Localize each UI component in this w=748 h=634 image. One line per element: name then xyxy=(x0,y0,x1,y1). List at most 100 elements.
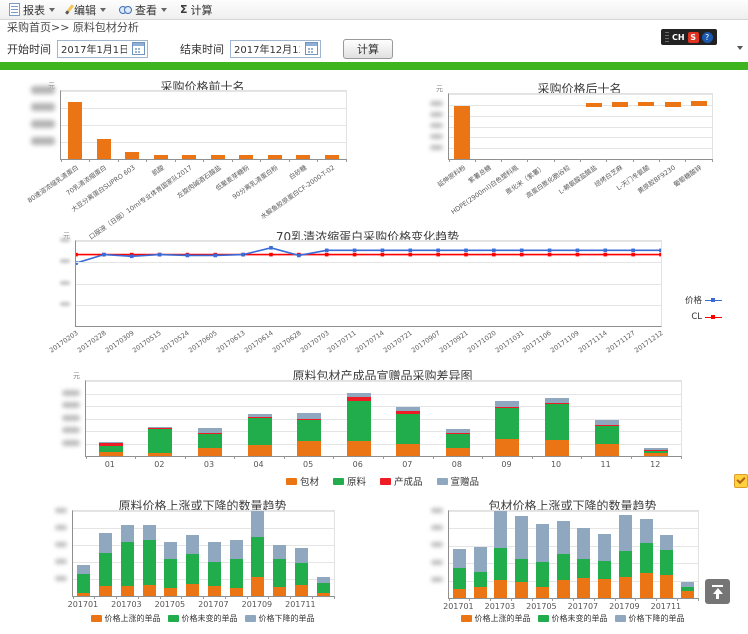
x-axis-tick xyxy=(137,596,139,599)
x-axis-label: 201705 xyxy=(154,600,186,609)
bar-segment xyxy=(120,524,134,542)
bar-segment xyxy=(618,577,632,598)
x-axis-tick xyxy=(345,159,347,162)
calendar-icon[interactable] xyxy=(305,42,318,55)
legend-item: 价格上涨的单品 xyxy=(90,613,161,624)
bar-segment xyxy=(207,562,221,586)
bar-segment xyxy=(494,547,508,580)
legend-swatch xyxy=(537,615,549,622)
redacted-tick-label xyxy=(430,133,443,139)
drag-grip-icon[interactable] xyxy=(665,32,669,42)
x-axis-tick xyxy=(333,596,335,599)
ime-help-icon[interactable]: ? xyxy=(701,31,713,43)
calendar-icon[interactable] xyxy=(132,42,145,55)
bar-segment xyxy=(495,401,520,408)
legend-swatch xyxy=(167,615,179,622)
start-date-input[interactable] xyxy=(57,39,148,58)
bar-segment xyxy=(316,583,330,594)
legend-item: 包材 xyxy=(285,474,319,488)
bar-segment xyxy=(99,585,113,596)
end-date-value[interactable] xyxy=(234,43,300,54)
redacted-tick-label xyxy=(430,101,443,107)
calculate-menu[interactable]: Σ 计算 xyxy=(175,0,221,19)
ime-caret-icon[interactable] xyxy=(737,46,743,50)
x-axis-tick xyxy=(224,596,226,599)
gridline xyxy=(449,104,712,106)
plot-area xyxy=(60,90,347,162)
bar-segment xyxy=(197,433,222,434)
gridline xyxy=(76,304,661,306)
bar-segment xyxy=(396,406,421,411)
bar-segment xyxy=(294,548,308,563)
x-axis-tick xyxy=(469,598,471,601)
annotation-check-icon[interactable] xyxy=(734,474,748,488)
redacted-tick-label xyxy=(60,259,70,264)
x-axis-label: 201701 xyxy=(67,600,99,609)
bar-segment xyxy=(247,417,272,418)
x-axis-label: 06 xyxy=(352,460,363,469)
bar-segment xyxy=(186,584,200,596)
x-axis-tick xyxy=(531,598,533,601)
bar-segment xyxy=(273,586,287,596)
x-axis-tick xyxy=(159,596,161,599)
bar-segment xyxy=(197,427,222,434)
chart-legend: 包材 原料 产成品 宣赠品 xyxy=(85,474,680,488)
bar-segment xyxy=(99,552,113,586)
x-axis-label: 08 xyxy=(451,460,462,469)
bar-segment xyxy=(120,585,134,596)
bar-segment xyxy=(495,408,520,440)
x-axis-label: 201707 xyxy=(198,600,229,609)
legend-item: 价格下降的单品 xyxy=(614,613,685,624)
ime-language-indicator[interactable]: CH xyxy=(672,32,685,42)
x-axis-label: 01 xyxy=(104,460,115,469)
bar xyxy=(690,101,707,107)
bar-segment xyxy=(251,536,265,578)
x-axis-tick xyxy=(632,159,634,162)
redacted-tick-label xyxy=(62,439,80,446)
report-menu[interactable]: 报表 xyxy=(4,0,63,19)
bar-segment xyxy=(77,564,91,574)
bar-segment xyxy=(639,518,653,544)
divider-bar xyxy=(0,62,748,70)
gridline xyxy=(449,511,698,512)
x-axis-tick xyxy=(72,596,74,599)
calculate-menu-label: 计算 xyxy=(190,3,213,17)
x-axis-label: 11 xyxy=(600,460,611,469)
gridline xyxy=(449,580,698,582)
bar-segment xyxy=(229,539,243,559)
redacted-tick-label xyxy=(431,577,443,583)
x-axis-tick xyxy=(333,456,335,459)
start-date-value[interactable] xyxy=(61,43,127,54)
binoculars-icon xyxy=(119,5,132,14)
ime-sogou-icon[interactable]: S xyxy=(687,31,699,43)
axis-unit-label: 元 xyxy=(73,372,80,380)
chart-purchase-diff: 原料包材产成品宣赠品采购差异图 元 01 02 03 04 05 06 07 08 09 10 11 1… xyxy=(60,362,700,496)
bar xyxy=(454,106,471,159)
x-axis-tick xyxy=(680,456,682,459)
legend-item: 宣赠品 xyxy=(436,474,479,488)
calculate-button[interactable]: 计算 xyxy=(343,38,393,59)
end-date-input[interactable] xyxy=(230,39,321,58)
redacted-tick-label xyxy=(60,301,70,306)
redacted-tick-label xyxy=(55,507,67,513)
edit-menu[interactable]: 编辑 xyxy=(63,0,114,19)
bar-segment xyxy=(445,433,470,448)
x-axis-label: 201705 xyxy=(526,602,557,611)
bar-segment xyxy=(594,444,619,456)
bar-segment xyxy=(577,578,591,598)
x-axis-label: 201711 xyxy=(285,600,316,609)
bar-segment xyxy=(644,450,669,454)
bar-segment xyxy=(594,426,619,445)
view-menu[interactable]: 查看 xyxy=(114,0,175,19)
bar-segment xyxy=(229,558,243,589)
x-axis-tick xyxy=(174,159,176,162)
back-to-top-button[interactable] xyxy=(705,579,730,604)
ime-toolbar[interactable]: CH S ? xyxy=(661,29,717,45)
legend-swatch xyxy=(244,615,256,622)
x-axis-tick xyxy=(94,596,96,599)
bar-segment xyxy=(186,534,200,554)
breadcrumb[interactable]: 采购首页>> 原料包材分析 xyxy=(7,21,139,34)
redacted-tick-label xyxy=(430,123,443,128)
bar-segment xyxy=(164,588,178,596)
